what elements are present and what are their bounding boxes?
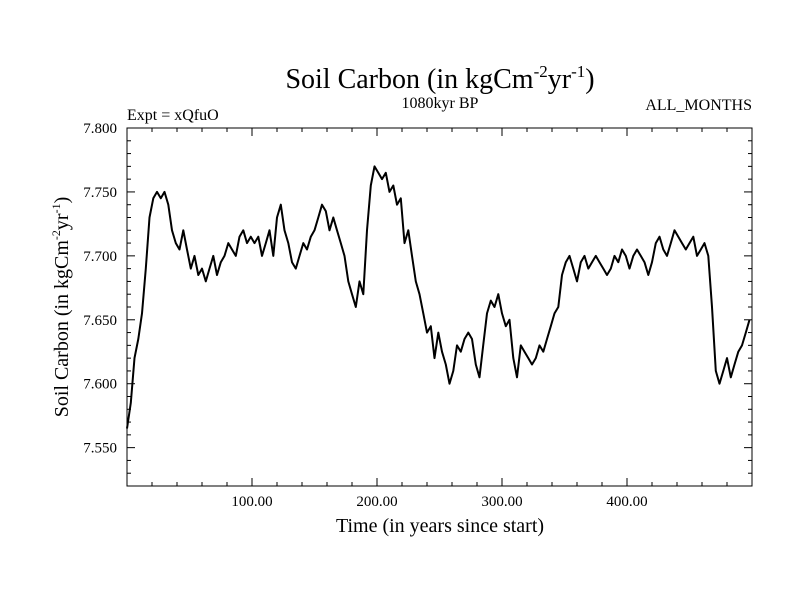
- ylabel-middle: yr: [51, 213, 73, 230]
- title-end: ): [585, 64, 594, 95]
- y-tick-label: 7.700: [83, 249, 117, 265]
- x-axis-label: Time (in years since start): [336, 515, 544, 537]
- title-main: Soil Carbon (in kgCm: [285, 64, 533, 95]
- subtitle-right: ALL_MONTHS: [645, 97, 752, 114]
- plot-frame: [126, 127, 753, 487]
- y-tick-label: 7.800: [83, 121, 117, 137]
- chart-title: Soil Carbon (in kgCm-2yr-1): [285, 62, 594, 95]
- y-tick-label: 7.600: [83, 377, 117, 393]
- subtitle-center: 1080kyr BP: [402, 95, 479, 112]
- x-tick-label: 100.00: [231, 494, 272, 510]
- title-middle: yr: [548, 64, 572, 95]
- title-exponent-1: -2: [534, 62, 548, 81]
- x-tick-label: 200.00: [356, 494, 397, 510]
- series-line: [126, 165, 751, 429]
- x-tick-label: 300.00: [481, 494, 522, 510]
- ylabel-main: Soil Carbon (in kgCm: [51, 240, 73, 418]
- title-exponent-2: -1: [571, 62, 585, 81]
- y-axis-label: Soil Carbon (in kgCm-2yr-1): [49, 197, 73, 418]
- y-tick-label: 7.650: [83, 313, 117, 329]
- ylabel-end: ): [51, 197, 73, 204]
- y-tick-label: 7.750: [83, 185, 117, 201]
- ylabel-exponent-2: -1: [49, 203, 63, 213]
- y-tick-label: 7.550: [83, 441, 117, 457]
- ylabel-exponent-1: -2: [49, 230, 63, 240]
- x-axis-ticks: 100.00 200.00 300.00 400.00: [151, 128, 728, 510]
- y-axis-ticks: 7.550 7.600 7.650 7.700 7.750 7.800: [83, 121, 752, 474]
- x-tick-label: 400.00: [606, 494, 647, 510]
- subtitle-left: Expt = xQfuO: [127, 107, 219, 124]
